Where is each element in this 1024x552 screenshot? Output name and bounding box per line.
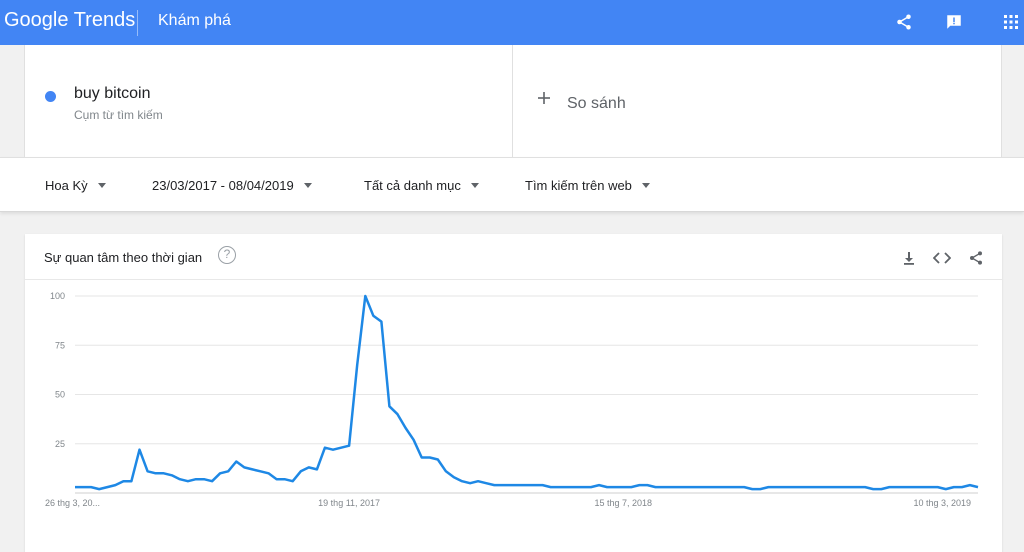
category-value: Tất cả danh mục [364,178,461,193]
logo-trends-text: Trends [73,9,136,31]
x-tick-label: 10 thg 3, 2019 [913,498,971,508]
search-type-value: Tìm kiếm trên web [525,178,632,193]
x-tick-label: 15 thg 7, 2018 [594,498,652,508]
share-icon[interactable] [966,248,986,268]
y-tick-label: 75 [55,340,65,350]
region-dropdown[interactable]: Hoa Kỳ [45,178,106,193]
search-terms-panel: buy bitcoin Cụm từ tìm kiếm So sánh [24,45,1002,157]
header-divider [137,10,138,36]
term-name[interactable]: buy bitcoin [74,85,151,102]
embed-icon[interactable] [932,248,952,268]
chevron-down-icon [97,183,106,188]
x-tick-label: 26 thg 3, 20... [45,498,100,508]
chevron-down-icon [641,183,650,188]
google-trends-logo[interactable]: Google Trends [4,9,135,32]
chevron-down-icon [470,183,479,188]
y-tick-label: 25 [55,439,65,449]
top-app-bar: Google Trends Khám phá [0,0,1024,45]
card-header: Sự quan tâm theo thời gian ? [25,234,1002,280]
term-type: Cụm từ tìm kiếm [74,108,163,122]
help-icon[interactable]: ? [218,246,236,264]
date-range-dropdown[interactable]: 23/03/2017 - 08/04/2019 [152,178,312,193]
category-dropdown[interactable]: Tất cả danh mục [364,178,479,193]
search-term-card[interactable]: buy bitcoin Cụm từ tìm kiếm [25,45,513,157]
interest-line-chart[interactable]: 25 50 75 100 26 thg 3, 20... 19 thg 11, 2017 1… [25,234,1002,552]
download-icon[interactable] [899,248,919,268]
y-tick-label: 50 [55,390,65,400]
card-title: Sự quan tâm theo thời gian [44,250,203,265]
term-color-dot [45,91,56,102]
search-type-dropdown[interactable]: Tìm kiếm trên web [525,178,650,193]
page-title: Khám phá [158,12,231,29]
logo-google-text: Google [4,9,69,31]
compare-label: So sánh [567,95,626,112]
chevron-down-icon [303,183,312,188]
y-tick-label: 100 [50,291,65,301]
series-line-buy-bitcoin[interactable] [75,294,979,491]
filter-bar: Hoa Kỳ 23/03/2017 - 08/04/2019 Tất cả da… [0,157,1024,212]
region-value: Hoa Kỳ [45,178,88,193]
plus-icon [538,92,550,104]
apps-grid-icon[interactable] [1001,12,1021,32]
x-tick-label: 19 thg 11, 2017 [318,498,380,508]
feedback-icon[interactable] [944,12,964,32]
interest-over-time-card: Sự quan tâm theo thời gian ? 25 50 75 100 26… [25,234,1002,552]
share-icon[interactable] [894,12,914,32]
date-range-value: 23/03/2017 - 08/04/2019 [152,178,294,193]
compare-button[interactable]: So sánh [513,45,1003,157]
